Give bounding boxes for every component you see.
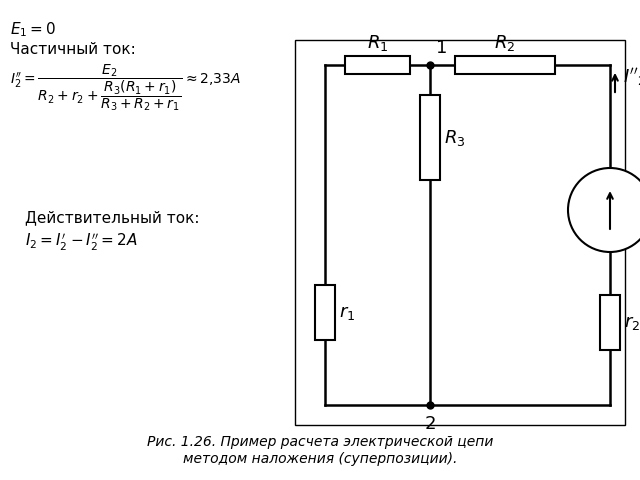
Text: Рис. 1.26. Пример расчета электрической цепи: Рис. 1.26. Пример расчета электрической … — [147, 435, 493, 449]
Text: $R_3$: $R_3$ — [444, 128, 465, 147]
Bar — [600, 295, 620, 350]
Text: $R_1$: $R_1$ — [367, 33, 388, 53]
Text: $I''_2$: $I''_2$ — [623, 67, 640, 88]
Text: $R_2$: $R_2$ — [494, 33, 516, 53]
Bar — [295, 40, 625, 425]
Text: $1$: $1$ — [435, 39, 447, 57]
Text: методом наложения (суперпозиции).: методом наложения (суперпозиции). — [183, 452, 457, 466]
Text: $I_2'' = \dfrac{E_2}{R_2 + r_2 + \dfrac{R_3(R_1 + r_1)}{R_3 + R_2 + r_1}} \appro: $I_2'' = \dfrac{E_2}{R_2 + r_2 + \dfrac{… — [10, 62, 241, 113]
Bar — [420, 95, 440, 180]
Bar — [345, 56, 410, 74]
Text: Действительный ток:: Действительный ток: — [25, 210, 200, 225]
Text: Частичный ток:: Частичный ток: — [10, 42, 136, 57]
Circle shape — [568, 168, 640, 252]
Text: $r_1$: $r_1$ — [339, 303, 355, 322]
Text: $I_2 = I_2' - I_2'' = 2А$: $I_2 = I_2' - I_2'' = 2А$ — [25, 232, 138, 253]
Bar — [315, 285, 335, 340]
Text: $r_2$: $r_2$ — [624, 313, 640, 332]
Text: $E_1 = 0$: $E_1 = 0$ — [10, 20, 56, 39]
Text: $2$: $2$ — [424, 415, 436, 433]
Bar — [455, 56, 555, 74]
